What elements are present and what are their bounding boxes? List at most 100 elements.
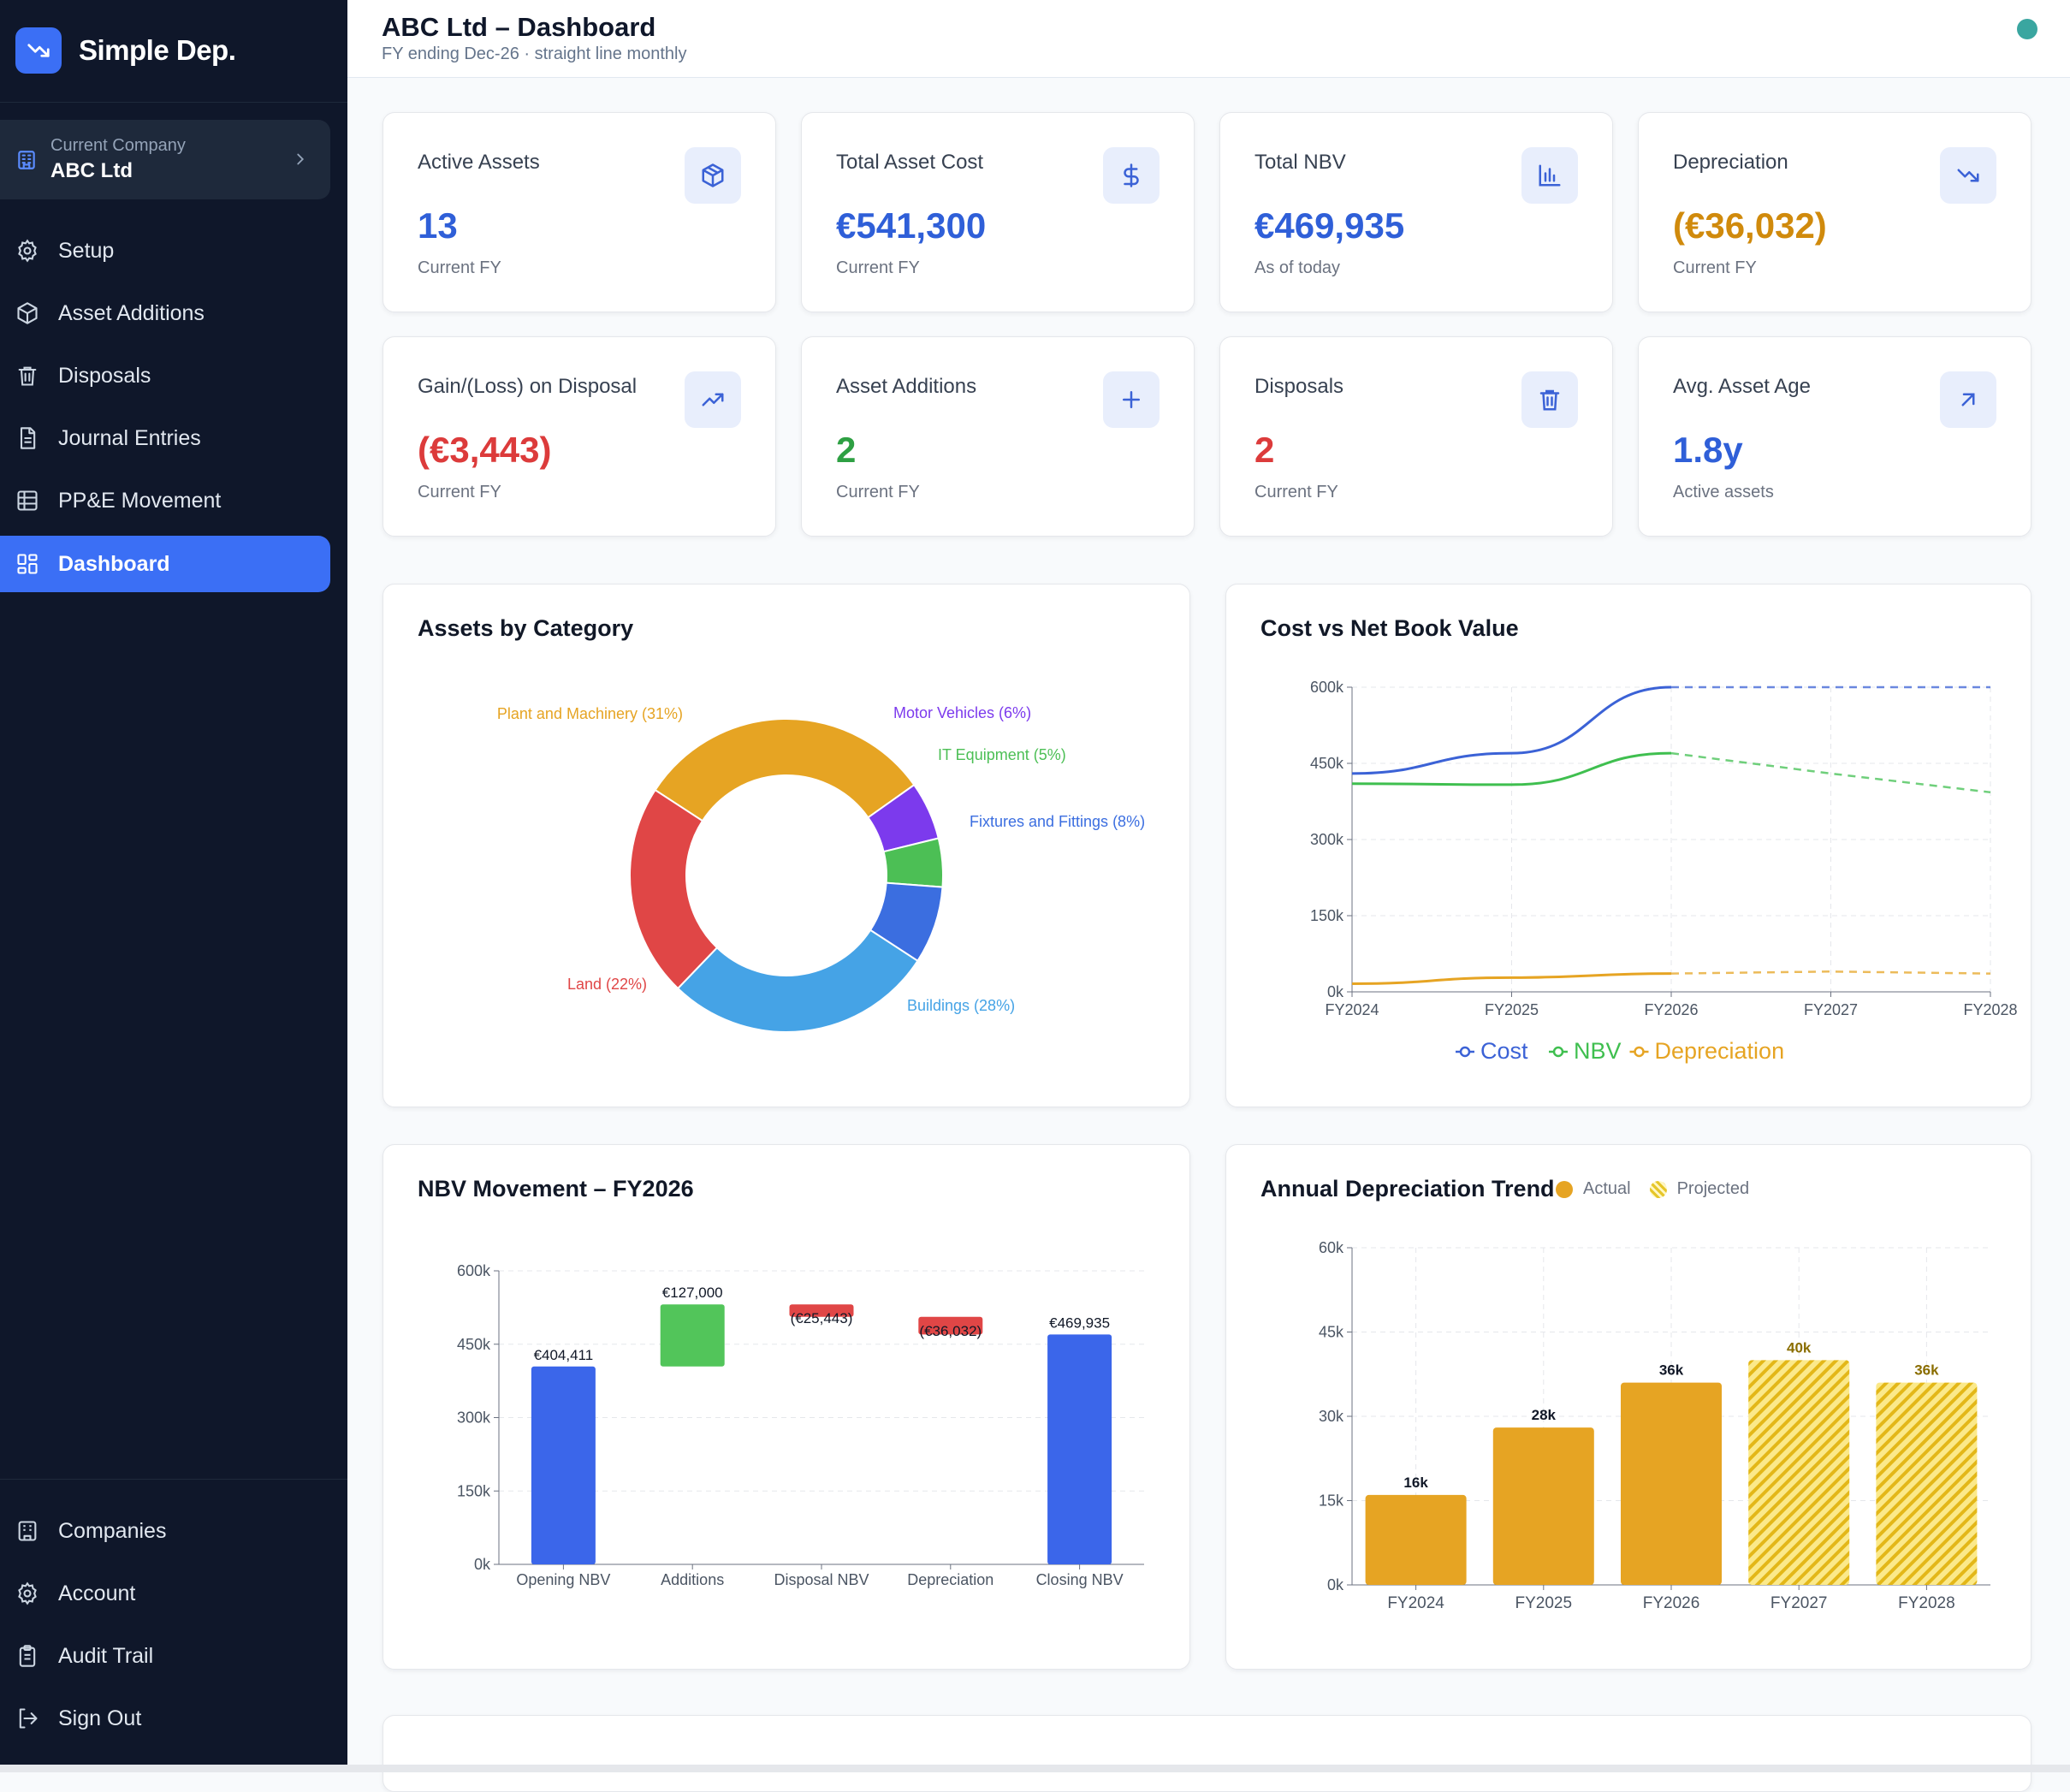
plus-icon: [1103, 371, 1160, 428]
waterfall-bar: [789, 1304, 854, 1317]
window-bottom-edge: [0, 1765, 2070, 1772]
logo-mark: [2017, 19, 2037, 39]
data-label: 16k: [1403, 1475, 1428, 1491]
gear-icon: [18, 1581, 37, 1605]
stat-card-gain-loss: Gain/(Loss) on Disposal (€3,443) Current…: [383, 336, 776, 537]
legend-marker: [1459, 1046, 1471, 1058]
y-tick-label: 45k: [1319, 1324, 1344, 1341]
stat-label: Disposals: [1254, 375, 1344, 398]
sidebar-divider: [0, 1479, 347, 1480]
dashboard-icon: [17, 554, 38, 574]
data-label: €127,000: [662, 1285, 723, 1301]
stat-label: Total Asset Cost: [836, 151, 984, 174]
page-header: ABC Ltd – Dashboard FY ending Dec-26 · s…: [347, 0, 2070, 78]
panel-next: [383, 1715, 2031, 1792]
donut-label: Fixtures and Fittings (8%): [970, 813, 1145, 830]
stat-label: Total NBV: [1254, 151, 1346, 174]
page-title: ABC Ltd – Dashboard: [382, 12, 656, 42]
stat-card-asset-additions: Asset Additions 2 Current FY: [801, 336, 1195, 537]
nav-item-sign-out[interactable]: Sign Out: [0, 1690, 330, 1747]
donut-chart: Plant and Machinery (31%) Motor Vehicles …: [497, 704, 1145, 1033]
nav-item-journal-entries[interactable]: Journal Entries: [0, 410, 330, 466]
waterfall-bar: [531, 1366, 596, 1564]
nav-label: Dashboard: [58, 551, 170, 576]
sign-out-icon: [19, 1708, 38, 1729]
nav-item-account[interactable]: Account: [0, 1565, 330, 1622]
projectify-logo: [1993, 19, 2061, 60]
projected-bar: [1748, 1360, 1850, 1585]
stat-sub: As of today: [1254, 258, 1341, 277]
stat-value: 1.8y: [1673, 430, 1743, 470]
data-label: 28k: [1532, 1407, 1557, 1423]
stat-sub: Current FY: [1254, 483, 1338, 501]
nav-item-audit-trail[interactable]: Audit Trail: [0, 1628, 330, 1684]
panel-annual-depreciation: Annual Depreciation Trend Actual Project…: [1225, 1144, 2031, 1670]
x-tick-label: Closing NBV: [1036, 1571, 1124, 1588]
x-tick-label: FY2024: [1387, 1594, 1444, 1612]
y-tick-label: 0k: [1327, 983, 1344, 1000]
x-tick-label: FY2028: [1898, 1594, 1955, 1612]
data-label: (€36,032): [919, 1323, 982, 1339]
donut-label: IT Equipment (5%): [938, 746, 1066, 763]
x-tick-label: FY2026: [1644, 1001, 1698, 1018]
stat-card-total-nbv: Total NBV €469,935 As of today: [1219, 112, 1613, 312]
stat-label: Asset Additions: [836, 375, 977, 398]
y-tick-label: 15k: [1319, 1492, 1344, 1510]
donut-slice: [629, 788, 719, 990]
stat-sub: Current FY: [418, 258, 501, 277]
y-tick-label: 300k: [457, 1409, 491, 1427]
panel-title: NBV Movement – FY2026: [418, 1176, 694, 1202]
trend-down-icon: [15, 27, 62, 74]
y-tick-label: 450k: [1310, 755, 1344, 772]
y-tick-label: 600k: [457, 1262, 491, 1279]
nav-item-dashboard[interactable]: Dashboard: [0, 536, 330, 592]
trend-down-icon: [1940, 147, 1996, 204]
data-label: €469,935: [1049, 1314, 1110, 1331]
y-tick-label: 450k: [457, 1336, 491, 1353]
actual-bar: [1365, 1494, 1467, 1585]
box-icon: [17, 302, 38, 324]
stat-sub: Current FY: [836, 258, 920, 277]
x-tick-label: Depreciation: [907, 1571, 993, 1588]
dep-legend: Actual Projected: [1556, 1179, 1749, 1199]
donut-slice: [654, 718, 916, 822]
projected-bar: [1876, 1382, 1978, 1585]
nav-label: PP&E Movement: [58, 488, 222, 513]
line-chart: 0k 150k 300k 450k 600k FY2024 FY2025 FY2026 FY20…: [1310, 679, 2018, 1064]
series-projection-depreciation: [1670, 970, 1991, 975]
stat-card-total-asset-cost: Total Asset Cost €541,300 Current FY: [801, 112, 1195, 312]
y-tick-label: 300k: [1310, 831, 1344, 848]
panel-cost-vs-nbv: Cost vs Net Book Value 0k 150k 300k 450k 600…: [1225, 584, 2031, 1107]
legend-label: Cost: [1480, 1038, 1528, 1064]
stat-value: €469,935: [1254, 205, 1405, 246]
nav-item-ppe-movement[interactable]: PP&E Movement: [0, 472, 330, 529]
nav-label: Disposals: [58, 363, 151, 388]
trend-up-icon: [685, 371, 741, 428]
donut-label: Buildings (28%): [907, 997, 1015, 1014]
waterfall-bar: [1047, 1334, 1112, 1564]
stat-label: Depreciation: [1673, 151, 1788, 174]
trash-icon: [18, 366, 37, 386]
sidebar-divider: [0, 102, 347, 103]
gear-icon: [18, 239, 37, 263]
y-tick-label: 150k: [1310, 907, 1344, 924]
stat-sub: Current FY: [836, 483, 920, 501]
donut-label: Motor Vehicles (6%): [893, 704, 1031, 721]
series-line-depreciation: [1351, 972, 1672, 986]
sidebar: Simple Dep. Current Company ABC Ltd Setu…: [0, 0, 347, 1765]
nav-item-disposals[interactable]: Disposals: [0, 347, 330, 404]
nav-item-asset-additions[interactable]: Asset Additions: [0, 285, 330, 341]
grid-icon: [17, 490, 38, 511]
nav-label: Journal Entries: [58, 425, 201, 450]
nav-item-companies[interactable]: Companies: [0, 1503, 330, 1559]
donut-slice: [676, 929, 919, 1033]
data-label: 36k: [1914, 1362, 1939, 1379]
company-selector[interactable]: Current Company ABC Ltd: [0, 120, 330, 199]
legend-marker: [1552, 1046, 1564, 1058]
nav-item-setup[interactable]: Setup: [0, 223, 330, 279]
nav-label: Account: [58, 1581, 136, 1605]
box-icon: [685, 147, 741, 204]
nav-label: Asset Additions: [58, 300, 205, 325]
legend-label-actual: Actual: [1583, 1179, 1631, 1198]
brand[interactable]: Simple Dep.: [15, 27, 236, 74]
